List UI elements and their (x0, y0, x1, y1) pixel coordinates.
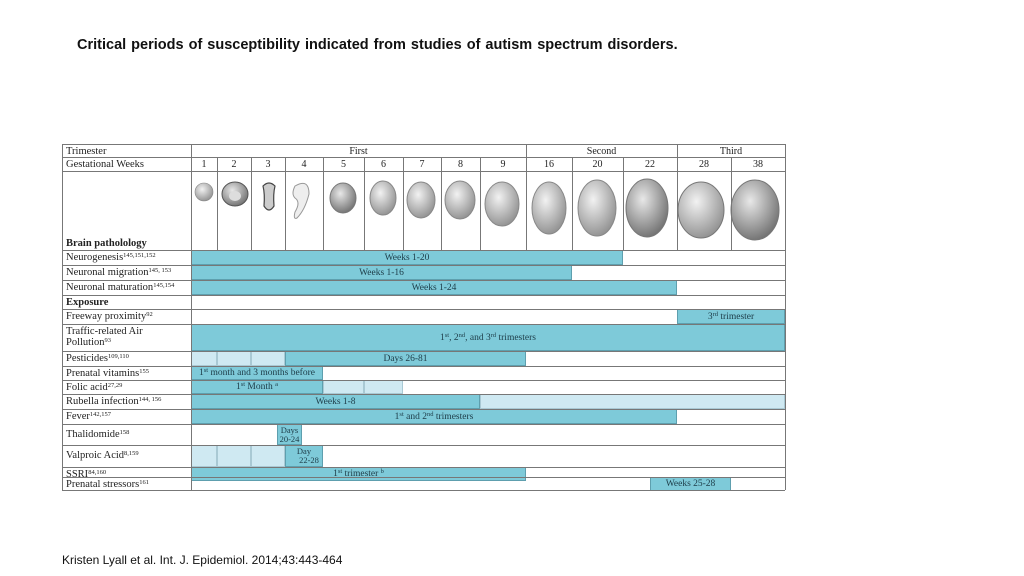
week-28: 28 (699, 159, 709, 170)
bar-valproic-light-3 (251, 445, 285, 467)
row-label-thalidomide: Thalidomide158 (66, 429, 130, 440)
row-label-freeway-proximity: Freeway proximity92 (66, 311, 153, 322)
weeks-label: Gestational Weeks (66, 159, 144, 170)
week-4: 4 (301, 159, 307, 170)
bar-neuronal-maturation: Weeks 1-24 (191, 280, 677, 295)
bar-neuronal-migration: Weeks 1-16 (191, 265, 572, 280)
row-label-valproic-acid: Valproic Acid8,159 (66, 450, 139, 461)
week-5: 5 (341, 159, 346, 170)
row-label-pesticides: Pesticides109,110 (66, 353, 129, 364)
bar-pesticides-light-1 (191, 351, 217, 366)
row-label-prenatal-vitamins: Prenatal vitamins155 (66, 368, 149, 379)
row-label-neurogenesis: Neurogenesis145,151,152 (66, 252, 156, 263)
row-label-neuronal-maturation: Neuronal maturation145,154 (66, 282, 175, 293)
bar-valproic-acid: Day 22-28 (285, 445, 323, 467)
week-7: 7 (419, 159, 425, 170)
section-brain-pathology: Brain patholology (66, 238, 147, 249)
week-2: 2 (231, 159, 237, 170)
bar-thalidomide: Days 20-24 (277, 424, 302, 445)
bar-folic-acid-light-1 (323, 380, 364, 394)
bar-pesticides-light-2 (217, 351, 251, 366)
week-16: 16 (544, 159, 554, 170)
page-title: Critical periods of susceptibility indic… (77, 37, 678, 53)
bar-pesticides-light-3 (251, 351, 285, 366)
trimester-second: Second (586, 146, 617, 157)
week-3: 3 (265, 159, 271, 170)
row-label-ssri: SSRI84,160 (66, 469, 107, 480)
citation: Kristen Lyall et al. Int. J. Epidemiol. … (62, 553, 343, 567)
bar-neurogenesis: Weeks 1-20 (191, 250, 623, 265)
trimester-first: First (349, 146, 368, 157)
row-label-neuronal-migration: Neuronal migration145, 153 (66, 267, 172, 278)
trimester-third: Third (719, 146, 743, 157)
bar-valproic-light-2 (217, 445, 251, 467)
week-20: 20 (592, 159, 603, 170)
section-exposure: Exposure (66, 297, 109, 308)
week-9: 9 (500, 159, 506, 170)
bar-pesticides: Days 26-81 (285, 351, 526, 366)
bar-rubella-infection-light (480, 394, 785, 409)
embryo-illustrations (194, 178, 780, 241)
week-8: 8 (458, 159, 463, 170)
week-6: 6 (381, 159, 386, 170)
bar-folic-acid-light-2 (364, 380, 403, 394)
week-1: 1 (201, 159, 207, 170)
critical-periods-table: Trimester Gestational Weeks First Second… (62, 144, 786, 491)
bar-prenatal-stressors: Weeks 25-28 (650, 477, 731, 491)
trimester-label: Trimester (66, 146, 107, 157)
row-label-traffic-air-pollution: Traffic-related Air Pollution93 (66, 326, 143, 348)
bar-valproic-light-1 (191, 445, 217, 467)
row-label-fever: Fever142,157 (66, 411, 112, 422)
row-label-rubella-infection: Rubella infection144, 156 (66, 396, 162, 407)
week-22: 22 (645, 159, 655, 170)
row-label-folic-acid: Folic acid27,29 (66, 382, 123, 393)
week-38: 38 (753, 159, 763, 170)
row-label-prenatal-stressors: Prenatal stressors161 (66, 479, 149, 490)
bar-rubella-infection: Weeks 1-8 (191, 394, 480, 409)
